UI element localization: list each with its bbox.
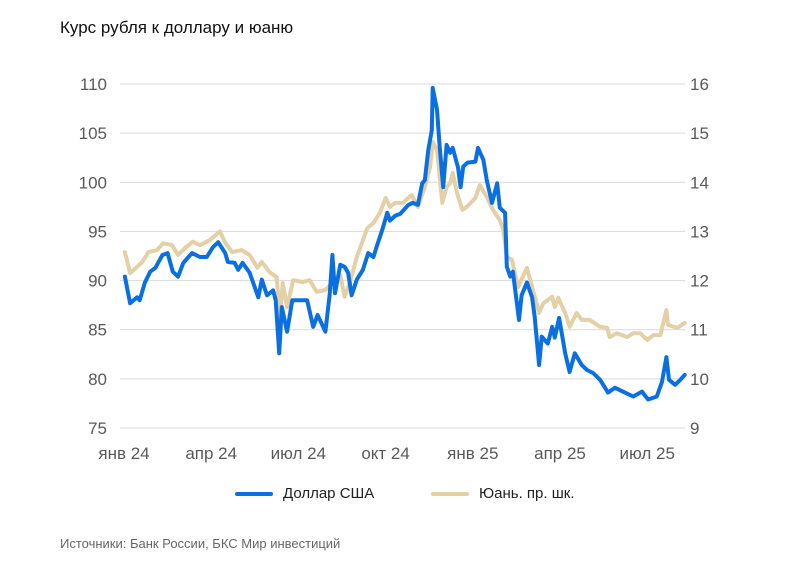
legend-swatch-cny [431,491,469,496]
y-right-tick-label: 16 [690,75,709,94]
x-tick-label: янв 25 [447,444,498,463]
legend-item-usd: Доллар США [235,485,374,502]
x-tick-label: апр 24 [185,444,237,463]
x-tick-label: апр 25 [534,444,586,463]
series-line-usd [122,85,687,402]
legend-item-cny: Юань. пр. шк. [431,485,575,502]
x-tick-label: янв 24 [98,444,149,463]
y-right-tick-label: 13 [690,222,709,241]
y-left-tick-label: 95 [88,222,107,241]
y-right-tick-label: 14 [690,173,709,192]
source-note: Источники: Банк России, БКС Мир инвестиц… [60,536,341,551]
y-right-tick-label: 10 [690,370,709,389]
series-line-cny [122,140,687,342]
y-left-tick-label: 105 [79,124,107,143]
x-tick-label: июл 24 [271,444,326,463]
y-right-tick-label: 12 [690,272,709,291]
y-left-tick-label: 85 [88,321,107,340]
y-left-tick-label: 110 [80,75,107,94]
x-tick-label: окт 24 [361,444,410,463]
y-right-tick-label: 9 [690,419,699,438]
legend-swatch-usd [235,491,273,496]
y-left-tick-label: 90 [88,272,107,291]
y-left-tick-label: 75 [88,419,107,438]
legend-label-usd: Доллар США [283,485,375,502]
chart-title: Курс рубля к доллару и юаню [60,18,294,37]
y-right-tick-label: 11 [690,321,708,340]
x-tick-label: июл 25 [619,444,674,463]
y-left-tick-label: 80 [88,370,107,389]
legend-label-cny: Юань. пр. шк. [479,485,575,502]
y-left-tick-label: 100 [79,173,107,192]
y-right-tick-label: 15 [690,124,709,143]
